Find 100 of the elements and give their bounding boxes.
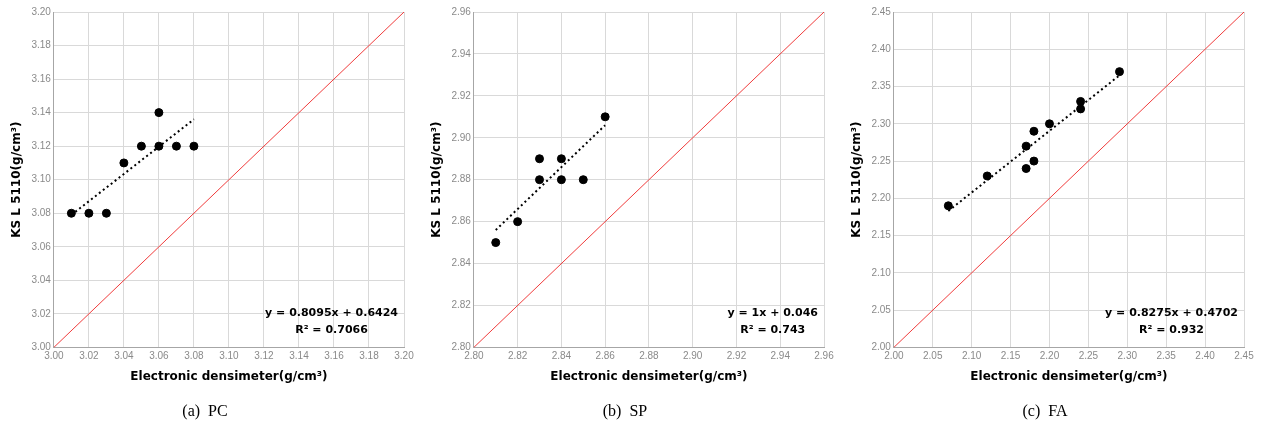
x-tick-label: 3.20: [394, 350, 415, 362]
x-tick-label: 3.12: [254, 350, 275, 362]
y-tick-label: 3.06: [31, 240, 52, 252]
annotation: y = 0.8095x + 0.6424: [265, 305, 399, 319]
point: [491, 238, 501, 248]
x-tick-label: 2.96: [814, 350, 835, 362]
y-tick-label: 2.15: [871, 229, 892, 241]
x-tick-label: 2.90: [682, 350, 703, 362]
x-tick-label: 2.40: [1195, 350, 1216, 362]
y-axis-title: KS L 5110(g/cm³): [9, 121, 24, 238]
y-tick-label: 2.82: [451, 299, 472, 311]
y-tick-label: 2.30: [871, 117, 892, 129]
y-tick-label: 3.20: [31, 5, 52, 17]
y-tick-label: 2.35: [871, 80, 892, 92]
x-axis-title: Electronic densimeter(g/cm³): [970, 368, 1168, 383]
x-tick-label: 2.84: [551, 350, 572, 362]
x-axis-title: Electronic densimeter(g/cm³): [130, 368, 328, 383]
x-tick-label: 3.18: [359, 350, 380, 362]
y-tick-label: 2.20: [871, 192, 892, 204]
y-tick-label: 2.88: [451, 173, 472, 185]
y-tick-label: 3.14: [31, 106, 52, 118]
x-tick-label: 3.08: [184, 350, 205, 362]
x-tick-label: 3.02: [79, 350, 100, 362]
y-axis-title: KS L 5110(g/cm³): [429, 121, 444, 238]
y-tick-label: 2.86: [451, 215, 472, 227]
point: [1044, 119, 1054, 129]
x-tick-label: 3.10: [219, 350, 240, 362]
point: [1029, 126, 1039, 136]
y-tick-label: 3.12: [31, 139, 52, 151]
point: [556, 154, 566, 164]
x-tick-label: 2.88: [639, 350, 660, 362]
y-axis-title: KS L 5110(g/cm³): [849, 121, 864, 238]
point: [535, 175, 545, 185]
y-tick-label: 2.45: [871, 5, 892, 17]
point: [136, 141, 146, 151]
x-tick-label: 2.15: [1000, 350, 1021, 362]
y-tick-label: 2.92: [451, 89, 472, 101]
text: (b) SP: [602, 401, 648, 420]
annotation: y = 0.8275x + 0.4702: [1105, 305, 1238, 319]
point: [1021, 141, 1031, 151]
text: (a) PC: [182, 401, 228, 420]
x-tick-label: 2.20: [1039, 350, 1060, 362]
y-tick-label: 2.25: [871, 154, 892, 166]
point: [982, 171, 992, 181]
point: [154, 141, 164, 151]
y-tick-label: 3.00: [31, 341, 52, 353]
x-tick-label: 2.82: [507, 350, 528, 362]
point: [556, 175, 566, 185]
x-tick-label: 3.00: [44, 350, 65, 362]
point: [119, 158, 129, 168]
x-tick-label: 2.25: [1078, 350, 1099, 362]
point: [171, 141, 181, 151]
y-tick-label: 3.02: [31, 307, 52, 319]
x-tick-label: 2.45: [1234, 350, 1255, 362]
x-tick-label: 2.86: [595, 350, 616, 362]
annotation: R² = 0.743: [740, 322, 806, 336]
point: [943, 201, 953, 211]
x-tick-label: 3.06: [149, 350, 170, 362]
x-tick-label: 3.04: [114, 350, 135, 362]
x-tick-label: 2.30: [1117, 350, 1138, 362]
point: [578, 175, 588, 185]
x-tick-label: 2.00: [884, 350, 905, 362]
point: [154, 108, 164, 118]
point: [1076, 104, 1086, 114]
y-tick-label: 2.96: [451, 5, 472, 17]
point: [1029, 156, 1039, 166]
point: [66, 208, 76, 218]
annotation: y = 1x + 0.046: [727, 305, 819, 319]
point: [535, 154, 545, 164]
x-tick-label: 2.35: [1156, 350, 1177, 362]
x-tick-label: 2.05: [923, 350, 943, 362]
annotation: R² = 0.7066: [295, 322, 369, 336]
y-tick-label: 2.84: [451, 257, 472, 269]
y-tick-label: 2.00: [871, 341, 892, 353]
y-tick-label: 3.18: [31, 39, 52, 51]
y-tick-label: 2.90: [451, 131, 472, 143]
x-tick-label: 2.80: [464, 350, 485, 362]
x-tick-label: 2.94: [770, 350, 791, 362]
y-tick-label: 2.94: [451, 47, 472, 59]
x-tick-label: 3.14: [289, 350, 310, 362]
y-tick-label: 3.10: [31, 173, 52, 185]
point: [513, 217, 523, 227]
point: [84, 208, 94, 218]
y-tick-label: 2.05: [871, 303, 892, 315]
point: [600, 112, 610, 122]
y-tick-label: 2.10: [871, 266, 892, 278]
y-tick-label: 2.80: [451, 341, 472, 353]
y-tick-label: 3.16: [31, 72, 52, 84]
point: [1021, 164, 1031, 174]
x-tick-label: 2.10: [961, 350, 982, 362]
y-tick-label: 2.40: [871, 43, 892, 55]
point: [189, 141, 199, 151]
x-tick-label: 3.16: [324, 350, 345, 362]
point: [101, 208, 111, 218]
y-tick-label: 3.04: [31, 274, 52, 286]
x-axis-title: Electronic densimeter(g/cm³): [550, 368, 748, 383]
text: (c) FA: [1022, 401, 1068, 420]
point: [1076, 96, 1086, 106]
point: [1115, 67, 1125, 77]
x-tick-label: 2.92: [726, 350, 747, 362]
